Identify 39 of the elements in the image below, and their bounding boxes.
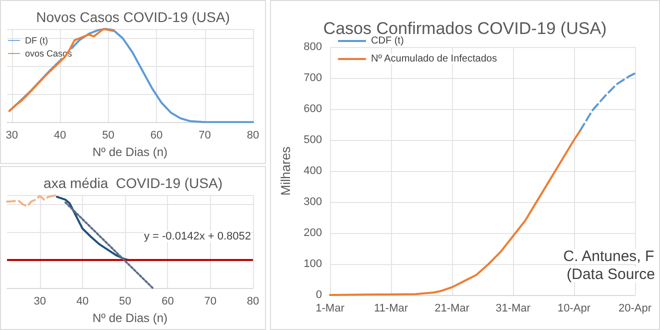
x-tick-label: 20-Apr xyxy=(618,302,652,314)
y-tick-label: 200 xyxy=(304,227,322,239)
y-tick-label: 500 xyxy=(304,134,322,146)
x-tick-label: 60 xyxy=(162,296,174,308)
annotation: y = -0.0142x + 0.8052 xyxy=(144,230,252,242)
x-tick-label: 10-Apr xyxy=(557,302,591,314)
annotation: C. Antunes, F xyxy=(563,248,654,265)
x-axis-title: Nº de Dias (n) xyxy=(92,311,168,325)
x-tick-label: 11-Mar xyxy=(374,302,408,314)
y-tick-label: 400 xyxy=(304,165,322,177)
y-tick-label: 0 xyxy=(316,289,322,301)
legend-label: DF (t) xyxy=(25,36,48,46)
legend-label: CDF (t) xyxy=(371,36,404,46)
x-tick-label: 40 xyxy=(54,130,66,142)
annotation: (Data Source xyxy=(566,266,655,283)
x-tick-label: 30 xyxy=(6,130,18,142)
x-axis-title: Nº de Dias (n) xyxy=(92,145,168,159)
x-tick-label: 30 xyxy=(34,296,46,308)
y-tick-label: 700 xyxy=(304,72,322,84)
x-tick-label: 80 xyxy=(246,296,260,308)
x-tick-label: 31-Mar xyxy=(496,302,531,314)
chart-title: axa média COVID-19 (USA) xyxy=(44,175,222,191)
y-tick-label: 800 xyxy=(304,41,322,53)
x-tick-label: 70 xyxy=(198,130,211,142)
line-series xyxy=(579,72,636,132)
x-tick-label: 21-Mar xyxy=(434,302,470,314)
chart-title: Novos Casos COVID-19 (USA) xyxy=(36,9,230,25)
x-tick-label: 60 xyxy=(150,130,163,142)
x-tick-label: 50 xyxy=(102,130,114,142)
x-tick-label: 50 xyxy=(118,296,132,308)
y-tick-label: 100 xyxy=(304,258,322,270)
legend-label: Nº Acumulado de Infectados xyxy=(371,54,497,64)
x-tick-label: 80 xyxy=(246,130,260,142)
x-tick-label: 1-Mar xyxy=(316,302,345,314)
y-tick-label: 600 xyxy=(304,103,322,115)
y-axis-title: Milhares xyxy=(278,146,293,196)
x-tick-label: 40 xyxy=(76,296,89,308)
x-tick-label: 70 xyxy=(204,296,216,308)
y-tick-label: 300 xyxy=(304,196,322,208)
